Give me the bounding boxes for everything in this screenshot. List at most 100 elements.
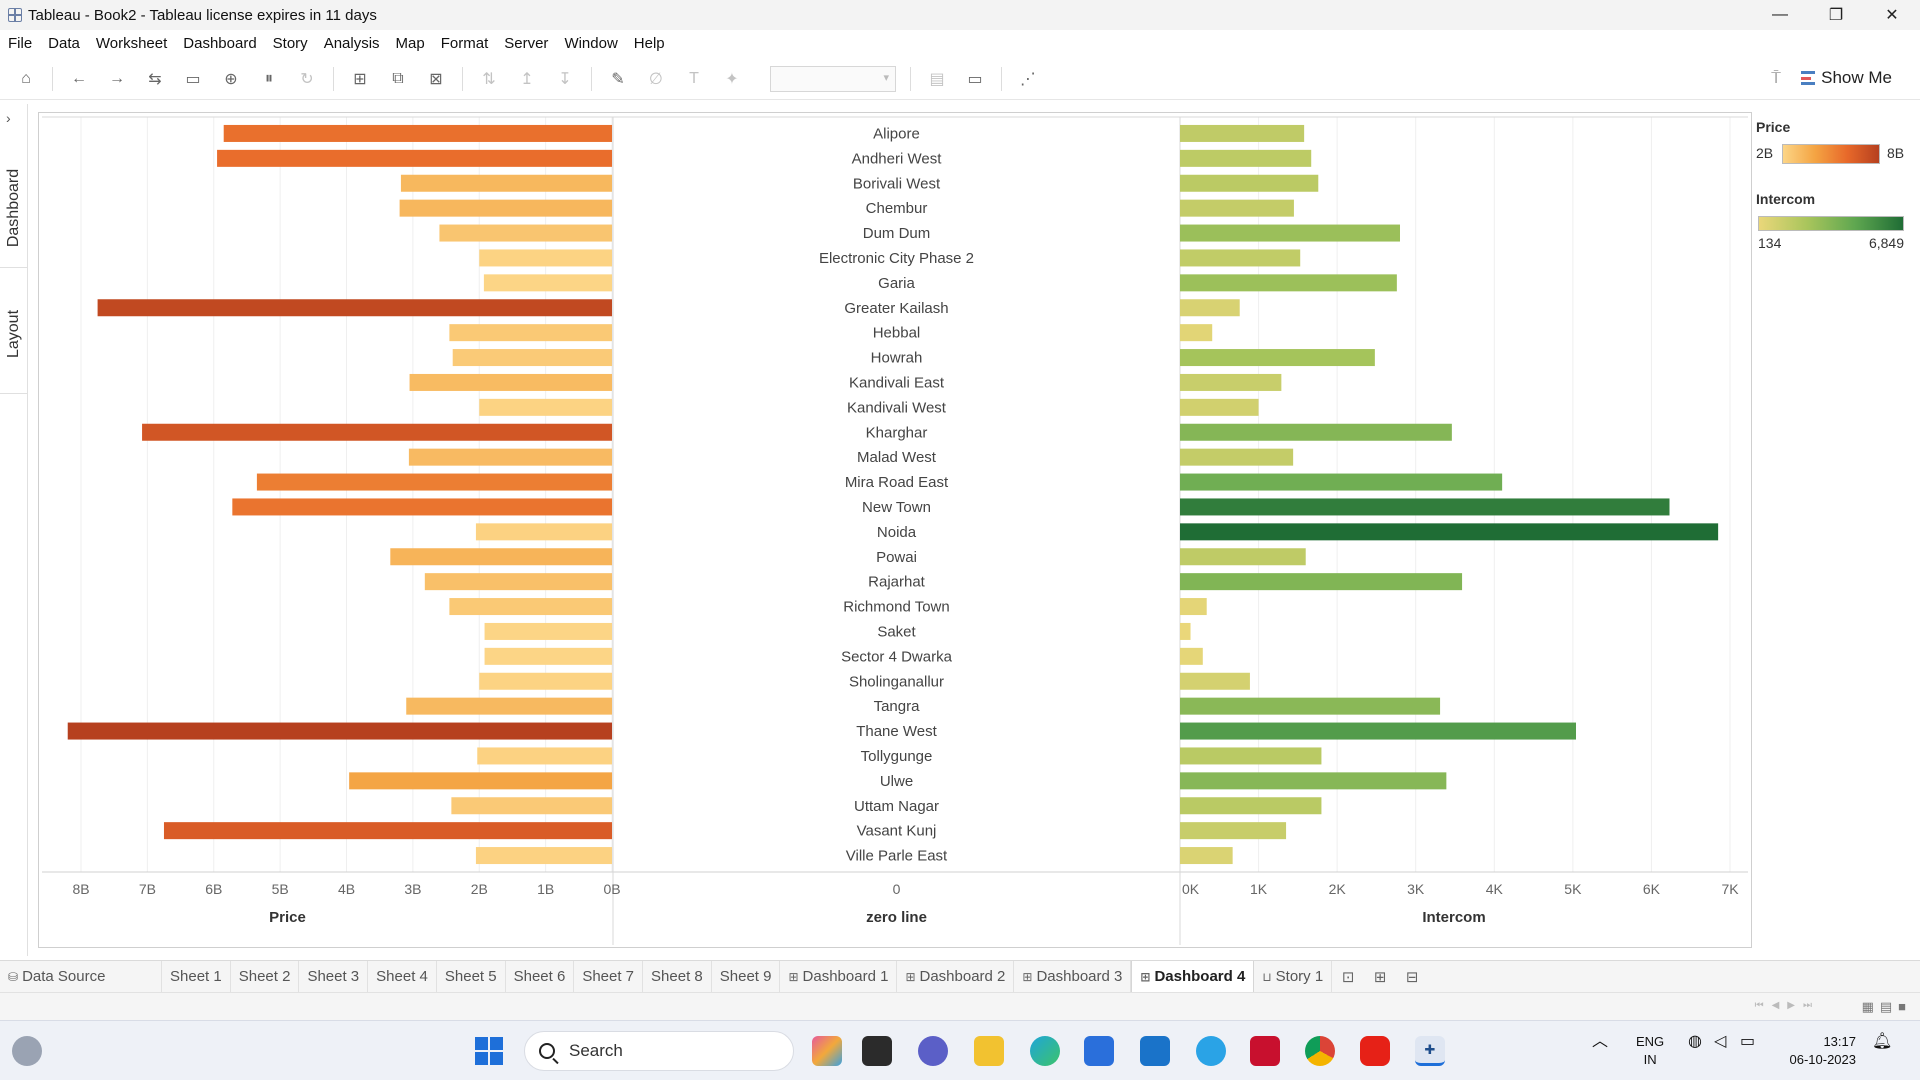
sort-ascending-icon[interactable]: ↥ (520, 70, 534, 88)
sheet-tab[interactable]: Sheet 6 (506, 960, 575, 993)
menu-format[interactable]: Format (440, 34, 489, 52)
share-icon[interactable]: ⋰ (1020, 70, 1036, 88)
presentation-mode-icon[interactable]: ▭ (967, 70, 983, 88)
dashboard-icon: ⊞ (1140, 969, 1151, 984)
group-icon[interactable]: ∅ (649, 70, 663, 88)
store-icon[interactable] (1084, 1036, 1114, 1066)
region-label: IN (1643, 1052, 1657, 1067)
refresh-icon[interactable]: ↻ (300, 70, 314, 88)
show-me-button[interactable]: Show Me (1801, 68, 1892, 88)
new-data-source-icon[interactable]: ⊕ (224, 70, 238, 88)
new-dashboard-icon[interactable]: ⊞ (1373, 968, 1387, 986)
price-legend[interactable]: Price 2B 8B (1756, 119, 1906, 179)
close-button[interactable]: ✕ (1885, 7, 1899, 24)
tab-layout[interactable]: Layout (0, 274, 28, 394)
menu-help[interactable]: Help (633, 34, 665, 52)
labels-icon[interactable]: T (689, 69, 699, 87)
replay-icon[interactable]: ⇆ (148, 70, 162, 88)
menu-server[interactable]: Server (504, 34, 549, 52)
home-icon[interactable]: ⌂ (21, 69, 31, 87)
sheet-tab[interactable]: Sheet 2 (231, 960, 300, 993)
edge-icon[interactable] (1030, 1036, 1060, 1066)
windows-logo-icon (475, 1037, 503, 1065)
redo-icon[interactable]: → (109, 69, 125, 87)
menu-data[interactable]: Data (48, 34, 80, 52)
show-hidden-icons-icon[interactable]: ︿ (1592, 1033, 1609, 1050)
restore-button[interactable]: ❐ (1828, 7, 1844, 24)
sheet-tab-label: Dashboard 3 (1036, 968, 1123, 985)
menu-story[interactable]: Story (272, 34, 308, 52)
fit-dropdown[interactable] (770, 65, 896, 92)
undo-icon[interactable]: ← (71, 69, 87, 87)
language-indicator[interactable]: ENG IN (1636, 1033, 1664, 1069)
menu-dashboard[interactable]: Dashboard (183, 34, 257, 52)
notifications-icon[interactable]: 🔔︎ (1872, 1033, 1893, 1050)
new-story-icon[interactable]: ⊟ (1405, 968, 1419, 986)
tab-navigation-arrows[interactable]: ⏮◀▶⏭ (1754, 1000, 1820, 1011)
file-explorer-icon[interactable] (974, 1036, 1004, 1066)
tableau-taskbar-icon[interactable]: ✚ (1415, 1036, 1445, 1066)
sheet-tab[interactable]: Sheet 7 (574, 960, 644, 993)
highlight-icon[interactable]: ✎ (611, 70, 625, 88)
widgets-icon[interactable] (12, 1036, 42, 1066)
menu-map[interactable]: Map (395, 34, 425, 52)
save-icon[interactable]: ▭ (185, 70, 201, 88)
category-label: Alipore (873, 125, 920, 142)
pause-updates-icon[interactable]: ⏸ (264, 69, 273, 87)
new-worksheet-icon[interactable]: ⊡ (1341, 968, 1355, 986)
menu-worksheet[interactable]: Worksheet (95, 34, 168, 52)
sheet-tab[interactable]: ⛁ Data Source (0, 960, 162, 993)
menu-window[interactable]: Window (564, 34, 618, 52)
duplicate-icon[interactable]: ⧉ (392, 69, 404, 87)
copilot-icon[interactable] (812, 1036, 842, 1066)
pin-icon[interactable]: ⍑ (1771, 69, 1781, 87)
price-bar (479, 672, 612, 690)
task-view-icon[interactable] (862, 1036, 892, 1066)
sheet-tab[interactable]: Sheet 8 (643, 960, 712, 993)
intercom-legend[interactable]: Intercom 134 6,849 (1756, 191, 1916, 261)
start-icon[interactable] (474, 1036, 504, 1066)
sheet-tab[interactable]: Sheet 5 (437, 960, 506, 993)
sheet-tab[interactable]: ⊞ Dashboard 3 (1014, 960, 1132, 993)
intercom-bar (1180, 523, 1719, 541)
category-label: Kharghar (866, 424, 928, 441)
price-bar (232, 498, 612, 516)
clear-sheet-icon[interactable]: ⊠ (429, 70, 443, 88)
sheet-tab[interactable]: ⊔ Story 1 (1254, 960, 1333, 993)
new-worksheet-icon[interactable]: ⊞ (353, 70, 367, 88)
expand-chevron-icon[interactable]: › (6, 110, 11, 126)
sheet-tab[interactable]: Sheet 4 (368, 960, 437, 993)
youtube-icon[interactable] (1360, 1036, 1390, 1066)
volume-icon[interactable]: ◁ (1714, 1033, 1727, 1050)
myhp-icon[interactable] (1140, 1036, 1170, 1066)
clock[interactable]: 13:17 06-10-2023 (1784, 1033, 1857, 1069)
battery-icon[interactable]: ▭ (1740, 1033, 1756, 1050)
sort-descending-icon[interactable]: ↧ (558, 70, 572, 88)
view-toggle-icons[interactable]: ▦▤■ (1861, 999, 1912, 1014)
chat-icon[interactable] (918, 1036, 948, 1066)
sheet-tabs-bar: ⛁ Data Source Sheet 1 Sheet 2 Sheet 3 Sheet 4… (0, 960, 1920, 993)
sheet-tab[interactable]: Sheet 3 (299, 960, 369, 993)
swap-icon[interactable]: ⇅ (482, 70, 496, 88)
network-icon[interactable]: ◍ (1688, 1033, 1702, 1050)
sheet-tab[interactable]: Sheet 9 (712, 960, 781, 993)
show-cards-icon[interactable]: ▤ (929, 70, 945, 88)
sheet-tab[interactable]: ⊞ Dashboard 1 (780, 960, 898, 993)
sheet-tab[interactable]: ⊞ Dashboard 4 (1131, 960, 1255, 993)
mcafee-icon[interactable] (1250, 1036, 1280, 1066)
sheet-tab[interactable]: ⊞ Dashboard 2 (897, 960, 1015, 993)
fix-axes-icon[interactable]: ✦ (725, 70, 739, 88)
dashboard-tab-label: Dashboard (5, 168, 22, 247)
category-label: New Town (862, 499, 931, 516)
tab-dashboard[interactable]: Dashboard (0, 148, 28, 268)
minimize-button[interactable]: — (1772, 6, 1788, 23)
price-bar (163, 822, 612, 840)
menu-analysis[interactable]: Analysis (323, 34, 380, 52)
intercom-bar (1180, 373, 1282, 391)
price-bar (409, 373, 612, 391)
sheet-tab[interactable]: Sheet 1 (162, 960, 231, 993)
taskbar-search[interactable]: Search (524, 1031, 794, 1071)
menu-file[interactable]: File (8, 34, 33, 52)
chrome-icon[interactable] (1305, 1036, 1335, 1066)
help-icon[interactable] (1196, 1036, 1226, 1066)
